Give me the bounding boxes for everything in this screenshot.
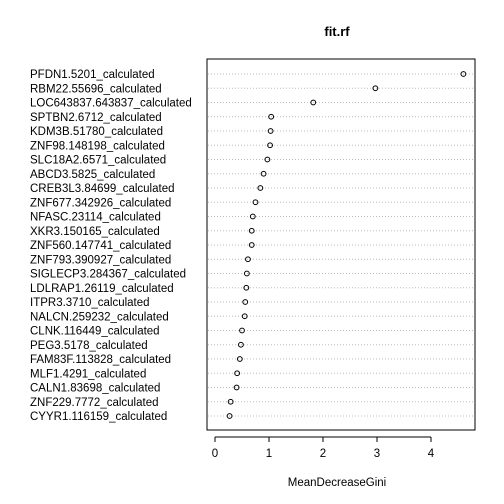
category-label: SIGLECP3.284367_calculated [30, 269, 186, 281]
data-point [239, 327, 245, 334]
data-point [460, 71, 467, 77]
data-point [226, 413, 233, 419]
data-point [267, 142, 273, 149]
data-point [257, 185, 264, 191]
category-label: ZNF229.7772_calculated [30, 397, 159, 409]
data-point [227, 398, 234, 405]
category-label: CLNK.116449_calculated [30, 326, 160, 338]
data-point [245, 256, 251, 263]
x-tick-label: 3 [374, 448, 380, 460]
data-point [242, 299, 249, 305]
plot-frame [206, 58, 476, 431]
data-point [252, 199, 259, 206]
data-point [267, 128, 274, 134]
data-point [243, 270, 250, 277]
category-label: ZNF98.148198_calculated [30, 140, 165, 152]
category-label: RBM22.55696_calculated [30, 83, 162, 95]
category-label: ZNF677.342926_calculated [30, 197, 171, 209]
data-point [248, 242, 255, 248]
data-point [310, 99, 317, 106]
category-labels: PFDN1.5201_calculated RBM22.55696_calcula… [30, 69, 192, 423]
chart-title: fit.rf [324, 24, 350, 39]
data-point [233, 384, 240, 391]
category-label: SLC18A2.6571_calculated [30, 155, 166, 167]
x-axis-label: MeanDecreaseGini [288, 477, 386, 489]
data-point [264, 156, 271, 163]
category-label: PEG3.5178_calculated [30, 340, 148, 352]
x-tick-label: 4 [428, 448, 435, 460]
category-label: LOC643837.643837_calculated [30, 98, 192, 110]
data-point [236, 356, 243, 362]
data-point [268, 113, 275, 120]
grid-lines [208, 73, 474, 417]
category-label: CALN1.83698_calculated [30, 383, 160, 395]
data-point [243, 284, 250, 291]
data-point [241, 313, 248, 320]
category-label: CREB3L3.84699_calculated [30, 183, 175, 195]
x-tick-label: 2 [320, 448, 326, 460]
category-label: ABCD3.5825_calculated [30, 169, 155, 181]
category-label: NFASC.23114_calculated [30, 212, 161, 224]
category-label: CYYR1.116159_calculated [30, 411, 167, 423]
category-label: MLF1.4291_calculated [30, 368, 146, 380]
data-points [226, 71, 467, 419]
category-label: PFDN1.5201_calculated [30, 69, 155, 81]
x-axis: 0 1 2 3 4 [212, 436, 435, 460]
data-point [372, 85, 379, 92]
category-label: SPTBN2.6712_calculated [30, 112, 162, 124]
x-tick-label: 1 [266, 448, 272, 460]
x-tick-label: 0 [212, 448, 218, 460]
category-label: XKR3.150165_calculated [30, 226, 160, 238]
category-label: ZNF793.390927_calculated [30, 254, 171, 266]
category-label: KDM3B.51780_calculated [30, 126, 163, 138]
data-point [248, 227, 255, 234]
data-point [249, 213, 256, 220]
category-label: LDLRAP1.26119_calculated [30, 283, 174, 295]
data-point [238, 341, 244, 348]
category-label: ZNF560.147741_calculated [30, 240, 171, 252]
data-point [234, 370, 241, 377]
category-label: ITPR3.3710_calculated [30, 297, 150, 309]
data-point [260, 170, 267, 177]
category-label: NALCN.259232_calculated [30, 311, 169, 323]
category-label: FAM83F.113828_calculated [30, 354, 171, 366]
